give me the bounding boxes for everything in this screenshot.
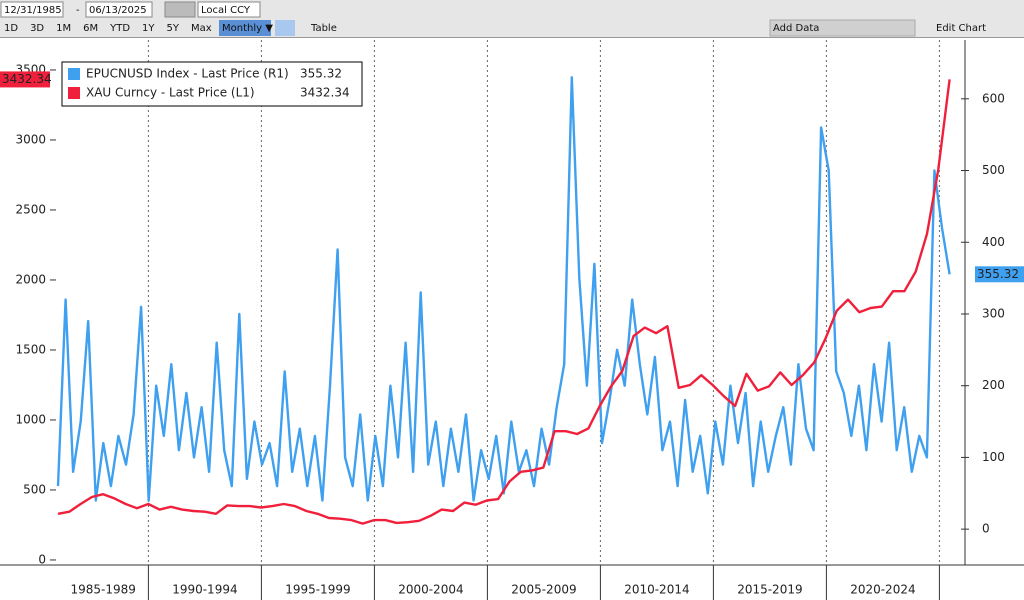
legend-name: EPUCNUSD Index - Last Price (R1) — [86, 67, 289, 81]
last-value-tag — [0, 71, 50, 88]
frequency[interactable]: Monthly ▼ — [222, 23, 273, 34]
range-button[interactable]: 5Y — [167, 23, 180, 34]
y2-tick-label: 100 — [982, 450, 1005, 464]
range-button[interactable]: Max — [191, 23, 212, 34]
range-button[interactable]: 1Y — [142, 23, 155, 34]
legend-last: 3432.34 — [300, 86, 350, 100]
currency[interactable]: Local CCY — [201, 5, 251, 16]
x-period-label: 2020-2024 — [850, 583, 915, 597]
legend-swatch — [68, 87, 80, 99]
y-tick-label: 3000 — [15, 132, 46, 146]
y2-tick-label: 0 — [982, 522, 990, 536]
last-value-label: 3432.34 — [2, 72, 52, 86]
x-period-label: 2000-2004 — [398, 583, 463, 597]
series-line — [56, 76, 951, 502]
y-tick-label: 500 — [23, 482, 46, 496]
add-data-box[interactable] — [769, 19, 916, 37]
range-button[interactable]: YTD — [109, 23, 130, 34]
x-period-label: 2005-2009 — [511, 583, 576, 597]
add-data[interactable]: Add Data — [773, 23, 819, 34]
y-tick-label: 0 — [38, 552, 46, 566]
x-period-label: 2015-2019 — [737, 583, 802, 597]
x-period-label: 1995-1999 — [285, 583, 350, 597]
legend — [61, 61, 363, 107]
last-value-tag — [975, 266, 1024, 283]
nav-buttons[interactable] — [164, 1, 196, 18]
table-button[interactable]: Table — [310, 23, 337, 34]
y-tick-label: 1000 — [15, 412, 46, 426]
range-button[interactable]: 1D — [4, 23, 18, 34]
plot: 0500100015002000250030003500010020030040… — [0, 40, 1024, 600]
end-date[interactable]: 06/13/2025 — [89, 5, 147, 16]
range-button[interactable]: 3D — [30, 23, 44, 34]
start-date[interactable]: 12/31/1985 — [4, 5, 62, 16]
y2-tick-label: 400 — [982, 235, 1005, 249]
y2-tick-label: 200 — [982, 378, 1005, 392]
legend-name: XAU Curncy - Last Price (L1) — [86, 86, 255, 100]
frequency-box[interactable] — [219, 20, 271, 36]
x-period-label: 1985-1989 — [70, 583, 135, 597]
freq-extra[interactable] — [275, 20, 295, 36]
y-tick-label: 1500 — [15, 342, 46, 356]
y2-tick-label: 500 — [982, 163, 1005, 177]
y-tick-label: 2000 — [15, 272, 46, 286]
legend-swatch — [68, 68, 80, 80]
end-date-box[interactable] — [85, 1, 153, 18]
y2-tick-label: 300 — [982, 306, 1005, 320]
series-line — [57, 79, 951, 525]
range-button[interactable]: 6M — [83, 23, 98, 34]
x-period-label: 1990-1994 — [172, 583, 237, 597]
range-button[interactable]: 1M — [56, 23, 71, 34]
x-period-label: 2010-2014 — [624, 583, 689, 597]
y2-tick-label: 600 — [982, 91, 1005, 105]
y-tick-label: 2500 — [15, 202, 46, 216]
start-date-box[interactable] — [0, 1, 64, 18]
currency-box[interactable] — [197, 1, 261, 18]
edit-chart[interactable]: Edit Chart — [936, 23, 986, 34]
last-value-label: 355.32 — [977, 267, 1019, 281]
legend-last: 355.32 — [300, 67, 342, 81]
date-separator: - — [76, 5, 80, 16]
